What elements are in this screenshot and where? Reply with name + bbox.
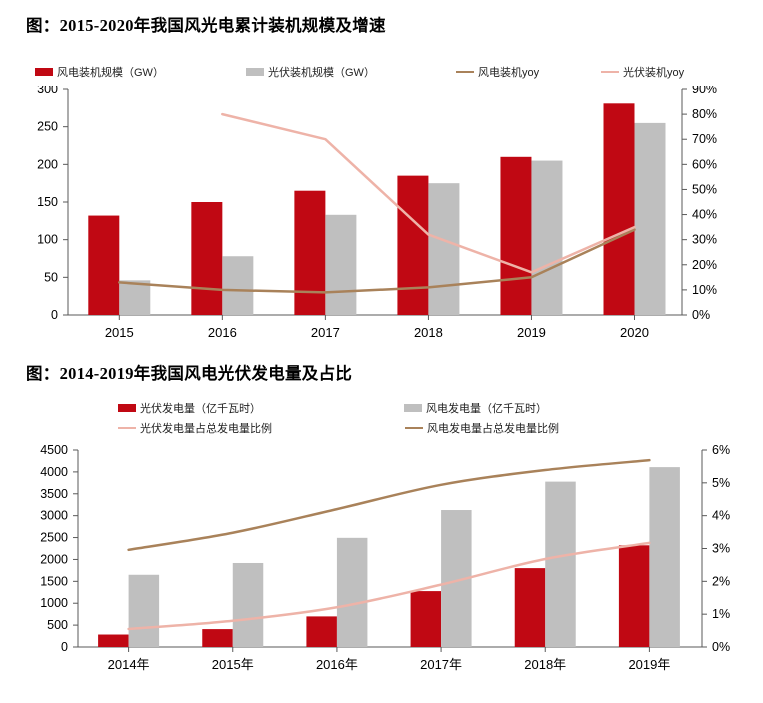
svg-text:0%: 0% (692, 308, 710, 322)
svg-text:2016年: 2016年 (316, 657, 358, 672)
svg-text:100: 100 (37, 233, 58, 247)
svg-text:6%: 6% (712, 443, 730, 457)
svg-text:2015年: 2015年 (212, 657, 254, 672)
svg-text:4000: 4000 (40, 465, 68, 479)
svg-text:50: 50 (44, 270, 58, 284)
svg-text:4500: 4500 (40, 443, 68, 457)
svg-text:60%: 60% (692, 157, 717, 171)
svg-text:2020: 2020 (620, 325, 649, 340)
svg-text:2500: 2500 (40, 531, 68, 545)
svg-text:20%: 20% (692, 258, 717, 272)
svg-text:300: 300 (37, 86, 58, 96)
svg-text:200: 200 (37, 157, 58, 171)
svg-text:70%: 70% (692, 132, 717, 146)
svg-text:0%: 0% (712, 640, 730, 654)
svg-text:2014年: 2014年 (108, 657, 150, 672)
svg-text:0: 0 (51, 308, 58, 322)
svg-text:2015: 2015 (105, 325, 134, 340)
svg-text:3000: 3000 (40, 509, 68, 523)
svg-text:2018年: 2018年 (524, 657, 566, 672)
svg-text:90%: 90% (692, 86, 717, 96)
svg-text:3500: 3500 (40, 487, 68, 501)
svg-text:40%: 40% (692, 208, 717, 222)
svg-text:30%: 30% (692, 233, 717, 247)
svg-text:2%: 2% (712, 574, 730, 588)
svg-text:0: 0 (61, 640, 68, 654)
svg-text:2019年: 2019年 (628, 657, 670, 672)
svg-text:1%: 1% (712, 607, 730, 621)
svg-text:2000: 2000 (40, 552, 68, 566)
svg-text:3%: 3% (712, 542, 730, 556)
svg-text:2017年: 2017年 (420, 657, 462, 672)
svg-text:10%: 10% (692, 283, 717, 297)
svg-text:1500: 1500 (40, 574, 68, 588)
svg-text:2016: 2016 (208, 325, 237, 340)
svg-text:500: 500 (47, 618, 68, 632)
svg-text:80%: 80% (692, 107, 717, 121)
svg-text:250: 250 (37, 120, 58, 134)
svg-text:50%: 50% (692, 182, 717, 196)
svg-text:2017: 2017 (311, 325, 340, 340)
svg-text:150: 150 (37, 195, 58, 209)
svg-text:2018: 2018 (414, 325, 443, 340)
svg-text:1000: 1000 (40, 596, 68, 610)
svg-text:5%: 5% (712, 476, 730, 490)
svg-text:4%: 4% (712, 509, 730, 523)
svg-text:2019: 2019 (517, 325, 546, 340)
